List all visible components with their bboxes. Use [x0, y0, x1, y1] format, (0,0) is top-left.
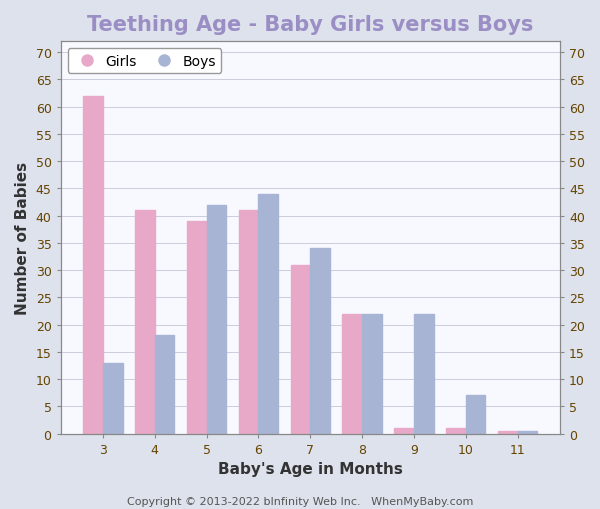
- Bar: [259, 194, 278, 434]
- Bar: [518, 431, 537, 434]
- Bar: [343, 314, 362, 434]
- Title: Teething Age - Baby Girls versus Boys: Teething Age - Baby Girls versus Boys: [87, 15, 533, 35]
- Text: Copyright © 2013-2022 bInfinity Web Inc.   WhenMyBaby.com: Copyright © 2013-2022 bInfinity Web Inc.…: [127, 496, 473, 506]
- Bar: [498, 431, 518, 434]
- Bar: [466, 395, 485, 434]
- Bar: [187, 221, 206, 434]
- Bar: [206, 205, 226, 434]
- Bar: [414, 314, 434, 434]
- Bar: [394, 428, 414, 434]
- Bar: [155, 336, 175, 434]
- Bar: [83, 96, 103, 434]
- Bar: [239, 211, 259, 434]
- Legend: Girls, Boys: Girls, Boys: [68, 49, 221, 74]
- X-axis label: Baby's Age in Months: Baby's Age in Months: [218, 461, 403, 476]
- Bar: [290, 265, 310, 434]
- Bar: [310, 249, 330, 434]
- Bar: [135, 211, 155, 434]
- Bar: [446, 428, 466, 434]
- Y-axis label: Number of Babies: Number of Babies: [15, 161, 30, 314]
- Bar: [103, 363, 122, 434]
- Bar: [362, 314, 382, 434]
